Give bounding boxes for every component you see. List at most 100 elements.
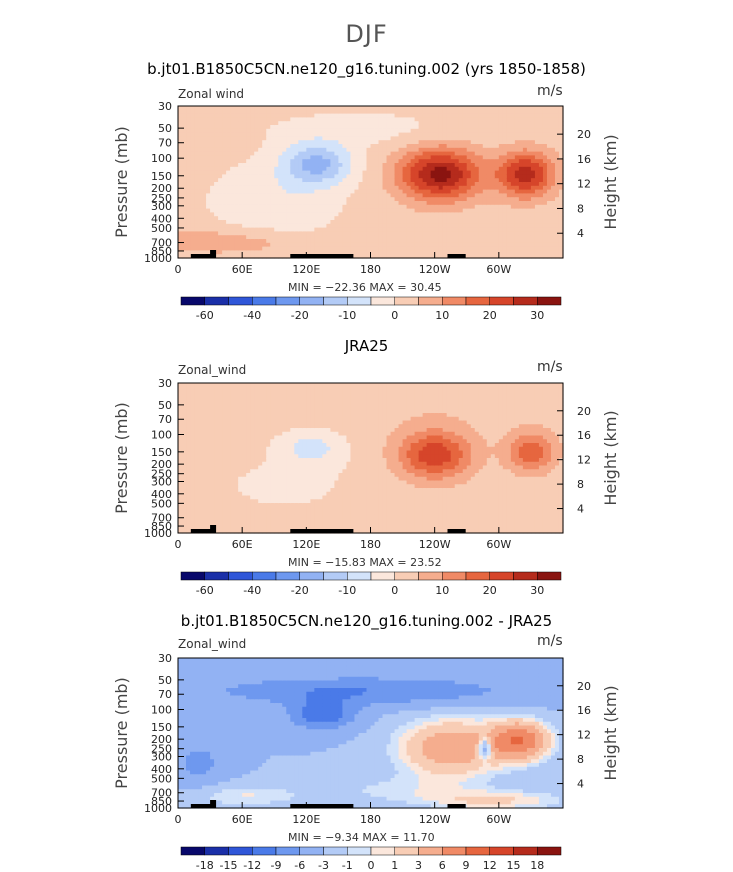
field-cell: [262, 170, 267, 175]
field-cell: [202, 197, 207, 202]
field-cell: [538, 132, 544, 137]
field-cell: [298, 155, 303, 160]
field-cell: [486, 189, 492, 194]
field-cell: [474, 109, 480, 115]
field-cell: [342, 170, 348, 175]
field-cell: [238, 469, 243, 474]
field-cell: [258, 166, 263, 172]
field-cell: [238, 506, 243, 512]
field-cell: [538, 121, 544, 126]
field-cell: [198, 465, 203, 470]
field-cell: [542, 201, 548, 206]
field-cell: [254, 435, 259, 440]
field-cell: [198, 170, 203, 175]
field-cell: [350, 121, 356, 126]
field-cell: [362, 106, 368, 111]
field-cell: [182, 193, 187, 198]
field-cell: [558, 125, 564, 130]
field-cell: [362, 132, 368, 137]
field-cell: [422, 185, 428, 191]
field-cell: [342, 125, 348, 130]
field-cell: [458, 109, 464, 115]
field-cell: [510, 250, 516, 255]
field-cell: [350, 189, 356, 194]
field-cell: [242, 197, 247, 202]
field-cell: [254, 428, 259, 433]
field-cell: [234, 223, 239, 229]
field-cell: [222, 450, 227, 455]
field-cell: [494, 235, 500, 240]
field-cell: [398, 174, 404, 179]
field-cell: [254, 151, 259, 156]
field-cell: [218, 170, 223, 175]
field-cell: [494, 178, 500, 183]
field-cell: [386, 231, 392, 236]
field-cell: [518, 212, 524, 217]
field-cell: [210, 506, 215, 512]
field-cell: [510, 239, 516, 244]
field-cell: [290, 159, 295, 164]
field-cell: [462, 212, 468, 217]
field-cell: [394, 106, 400, 111]
field-cell: [410, 223, 416, 229]
field-cell: [194, 182, 199, 187]
field-cell: [454, 223, 460, 229]
field-cell: [178, 227, 183, 232]
field-cell: [190, 518, 195, 523]
field-cell: [490, 178, 496, 183]
field-cell: [206, 431, 211, 437]
field-cell: [270, 506, 275, 512]
field-cell: [382, 182, 388, 187]
field-cell: [198, 469, 203, 474]
field-cell: [246, 163, 251, 168]
field-cell: [470, 178, 476, 183]
field-cell: [486, 144, 492, 149]
field-cell: [366, 117, 372, 122]
field-cell: [342, 140, 348, 145]
field-cell: [186, 109, 191, 115]
field-cell: [274, 155, 279, 160]
field-cell: [474, 185, 480, 191]
field-cell: [350, 140, 356, 145]
field-cell: [398, 163, 404, 168]
field-cell: [538, 136, 544, 141]
field-cell: [434, 147, 440, 153]
field-cell: [490, 201, 496, 206]
field-cell: [262, 431, 267, 437]
field-cell: [290, 136, 295, 141]
field-cell: [182, 254, 187, 259]
field-cell: [254, 178, 259, 183]
field-cell: [342, 121, 348, 126]
field-cell: [178, 239, 183, 244]
field-cell: [274, 416, 279, 422]
field-cell: [250, 132, 255, 137]
field-cell: [354, 204, 360, 210]
x-tick-label: 120W: [419, 263, 451, 276]
field-cell: [554, 216, 560, 221]
field-cell: [234, 398, 239, 403]
field-cell: [218, 235, 223, 240]
field-cell: [310, 212, 315, 217]
field-cell: [242, 529, 247, 534]
field-cell: [294, 227, 299, 232]
field-cell: [382, 212, 388, 217]
field-cell: [330, 166, 336, 172]
field-cell: [254, 216, 259, 221]
field-cell: [418, 178, 424, 183]
field-cell: [370, 128, 376, 134]
field-cell: [450, 231, 456, 236]
field-cell: [226, 461, 231, 467]
field-cell: [226, 178, 231, 183]
field-cell: [186, 178, 191, 183]
field-cell: [486, 254, 492, 259]
field-cell: [510, 216, 516, 221]
field-cell: [238, 413, 243, 418]
field-cell: [530, 140, 536, 145]
field-cell: [302, 242, 307, 248]
y-tick-label: 1000: [144, 252, 172, 265]
field-cell: [278, 174, 283, 179]
field-cell: [550, 204, 556, 210]
field-cell: [278, 469, 283, 474]
field-cell: [434, 170, 440, 175]
field-cell: [206, 204, 211, 210]
